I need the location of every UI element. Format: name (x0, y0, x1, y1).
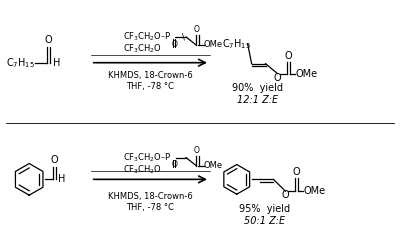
Text: KHMDS, 18-Crown-6: KHMDS, 18-Crown-6 (108, 192, 193, 201)
Text: C$_7$H$_{15}$: C$_7$H$_{15}$ (222, 37, 251, 51)
Text: OMe: OMe (204, 40, 223, 49)
Text: O: O (284, 51, 292, 61)
Text: O: O (282, 190, 289, 200)
Text: OMe: OMe (303, 186, 326, 196)
Text: O: O (44, 35, 52, 45)
Text: O: O (171, 40, 177, 49)
Text: CF$_3$CH$_2$O–P: CF$_3$CH$_2$O–P (122, 31, 171, 43)
Text: 95%  yield: 95% yield (239, 204, 290, 214)
Text: OMe: OMe (295, 69, 318, 78)
Text: CF$_3$CH$_2$O–P: CF$_3$CH$_2$O–P (122, 151, 171, 164)
Text: THF, -78 °C: THF, -78 °C (126, 82, 174, 91)
Text: H: H (58, 174, 65, 184)
Text: O: O (194, 146, 200, 155)
Text: OMe: OMe (204, 161, 223, 170)
Text: C$_7$H$_{15}$: C$_7$H$_{15}$ (6, 56, 36, 70)
Text: CF$_3$CH$_2$O: CF$_3$CH$_2$O (122, 163, 162, 176)
Text: O: O (50, 154, 58, 165)
Text: H: H (53, 58, 60, 68)
Text: 50:1 Z:E: 50:1 Z:E (244, 216, 285, 226)
Text: $\backslash$: $\backslash$ (181, 31, 186, 43)
Text: O: O (292, 167, 300, 177)
Text: 90%  yield: 90% yield (232, 83, 283, 93)
Text: CF$_3$CH$_2$O: CF$_3$CH$_2$O (122, 43, 162, 55)
Text: 12:1 Z:E: 12:1 Z:E (237, 95, 278, 105)
Text: KHMDS, 18-Crown-6: KHMDS, 18-Crown-6 (108, 71, 193, 80)
Text: O: O (194, 25, 200, 34)
Text: THF, -78 °C: THF, -78 °C (126, 202, 174, 212)
Text: O: O (274, 73, 281, 82)
Text: O: O (171, 160, 177, 169)
